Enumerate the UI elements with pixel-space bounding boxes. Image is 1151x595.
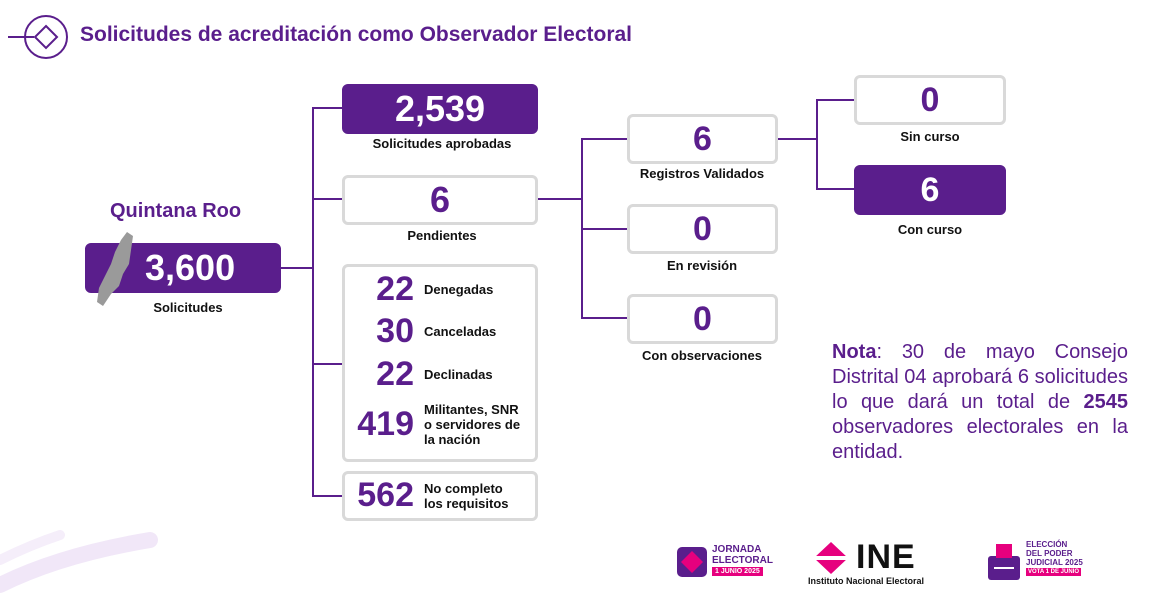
total-label: Solicitudes xyxy=(153,300,223,315)
con-curso-box: 6 xyxy=(854,165,1006,215)
pendientes-label: Pendientes xyxy=(407,228,477,243)
connector xyxy=(537,198,582,200)
connector xyxy=(816,188,855,190)
sin-curso-box: 0 xyxy=(854,75,1006,125)
connector xyxy=(312,107,314,497)
con-curso-label: Con curso xyxy=(897,222,963,237)
note-body-1: : 30 de mayo Consejo Distrital 04 aproba… xyxy=(832,341,1128,413)
rechazo-value: 419 xyxy=(357,405,414,443)
note-text: Nota: 30 de mayo Consejo Distrital 04 ap… xyxy=(832,340,1128,465)
jornada-mark-icon xyxy=(677,547,707,577)
connector xyxy=(581,138,628,140)
map-silhouette-icon xyxy=(97,232,133,306)
validados-label: Registros Validados xyxy=(639,166,765,181)
note-number: 2545 xyxy=(1083,391,1129,413)
validados-box: 6 xyxy=(627,114,778,164)
connector xyxy=(816,99,818,190)
list-item: 22 Denegadas xyxy=(348,270,493,309)
list-item: 562 No completo los requisitos xyxy=(348,476,509,515)
revision-box: 0 xyxy=(627,204,778,254)
note-lead: Nota xyxy=(832,341,877,363)
revision-label: En revisión xyxy=(666,258,738,273)
ine-logo: INE Instituto Nacional Electoral xyxy=(806,538,956,588)
state-name: Quintana Roo xyxy=(110,200,242,222)
connector xyxy=(312,198,343,200)
connector xyxy=(581,228,628,230)
diamond-icon xyxy=(8,15,68,59)
eleccion-line-1: ELECCIÓN xyxy=(1026,540,1068,549)
eleccion-line-4: VOTA 1 DE JUNIO xyxy=(1026,568,1082,576)
connector xyxy=(312,107,343,109)
aprobadas-label: Solicitudes aprobadas xyxy=(372,136,512,151)
incompletos-box xyxy=(342,471,538,521)
rechazo-value: 22 xyxy=(376,270,414,308)
connector xyxy=(777,138,817,140)
incompletos-value: 562 xyxy=(357,476,414,514)
pendientes-box: 6 xyxy=(342,175,538,225)
eleccion-line-3: JUDICIAL 2025 xyxy=(1026,558,1083,567)
rechazo-label: Denegadas xyxy=(424,282,494,297)
rechazo-value: 22 xyxy=(376,355,414,393)
connector xyxy=(312,363,343,365)
rechazos-box xyxy=(342,264,538,462)
list-item: 22 Declinadas xyxy=(348,355,493,394)
observaciones-label: Con observaciones xyxy=(642,348,762,363)
connector xyxy=(581,317,628,319)
eleccion-logo: ELECCIÓN DEL PODER JUDICIAL 2025 VOTA 1 … xyxy=(986,540,1106,586)
jornada-line-3: 1 JUNIO 2025 xyxy=(712,567,763,576)
incompletos-label: No completo los requisitos xyxy=(424,480,509,511)
ine-wordmark: INE xyxy=(856,538,916,576)
rechazo-label: Militantes, SNR o servidores de la nació… xyxy=(424,402,521,447)
total-value: 3,600 xyxy=(145,247,236,288)
connector xyxy=(312,495,343,497)
ballot-box-icon xyxy=(988,544,1020,580)
connector xyxy=(281,267,313,269)
ine-subtitle: Instituto Nacional Electoral xyxy=(808,576,925,586)
jornada-logo: JORNADA ELECTORAL 1 JUNIO 2025 xyxy=(676,544,776,580)
page-title: Solicitudes de acreditación como Observa… xyxy=(80,23,633,46)
sin-curso-label: Sin curso xyxy=(900,129,960,144)
decorative-swoosh xyxy=(0,530,158,593)
rechazo-value: 30 xyxy=(376,312,414,350)
list-item: 30 Canceladas xyxy=(348,312,496,351)
aprobadas-box: 2,539 xyxy=(342,84,538,134)
jornada-line-2: ELECTORAL xyxy=(712,555,773,566)
rechazo-label: Canceladas xyxy=(424,324,497,339)
eleccion-line-2: DEL PODER xyxy=(1026,549,1073,558)
observaciones-box: 0 xyxy=(627,294,778,344)
rechazo-label: Declinadas xyxy=(424,367,493,382)
jornada-line-1: JORNADA xyxy=(712,544,762,555)
list-item: 419 Militantes, SNR o servidores de la n… xyxy=(348,402,520,447)
ine-mark-icon xyxy=(814,542,848,574)
connector xyxy=(816,99,855,101)
note-body-2: observadores electorales en la entidad. xyxy=(832,416,1128,463)
